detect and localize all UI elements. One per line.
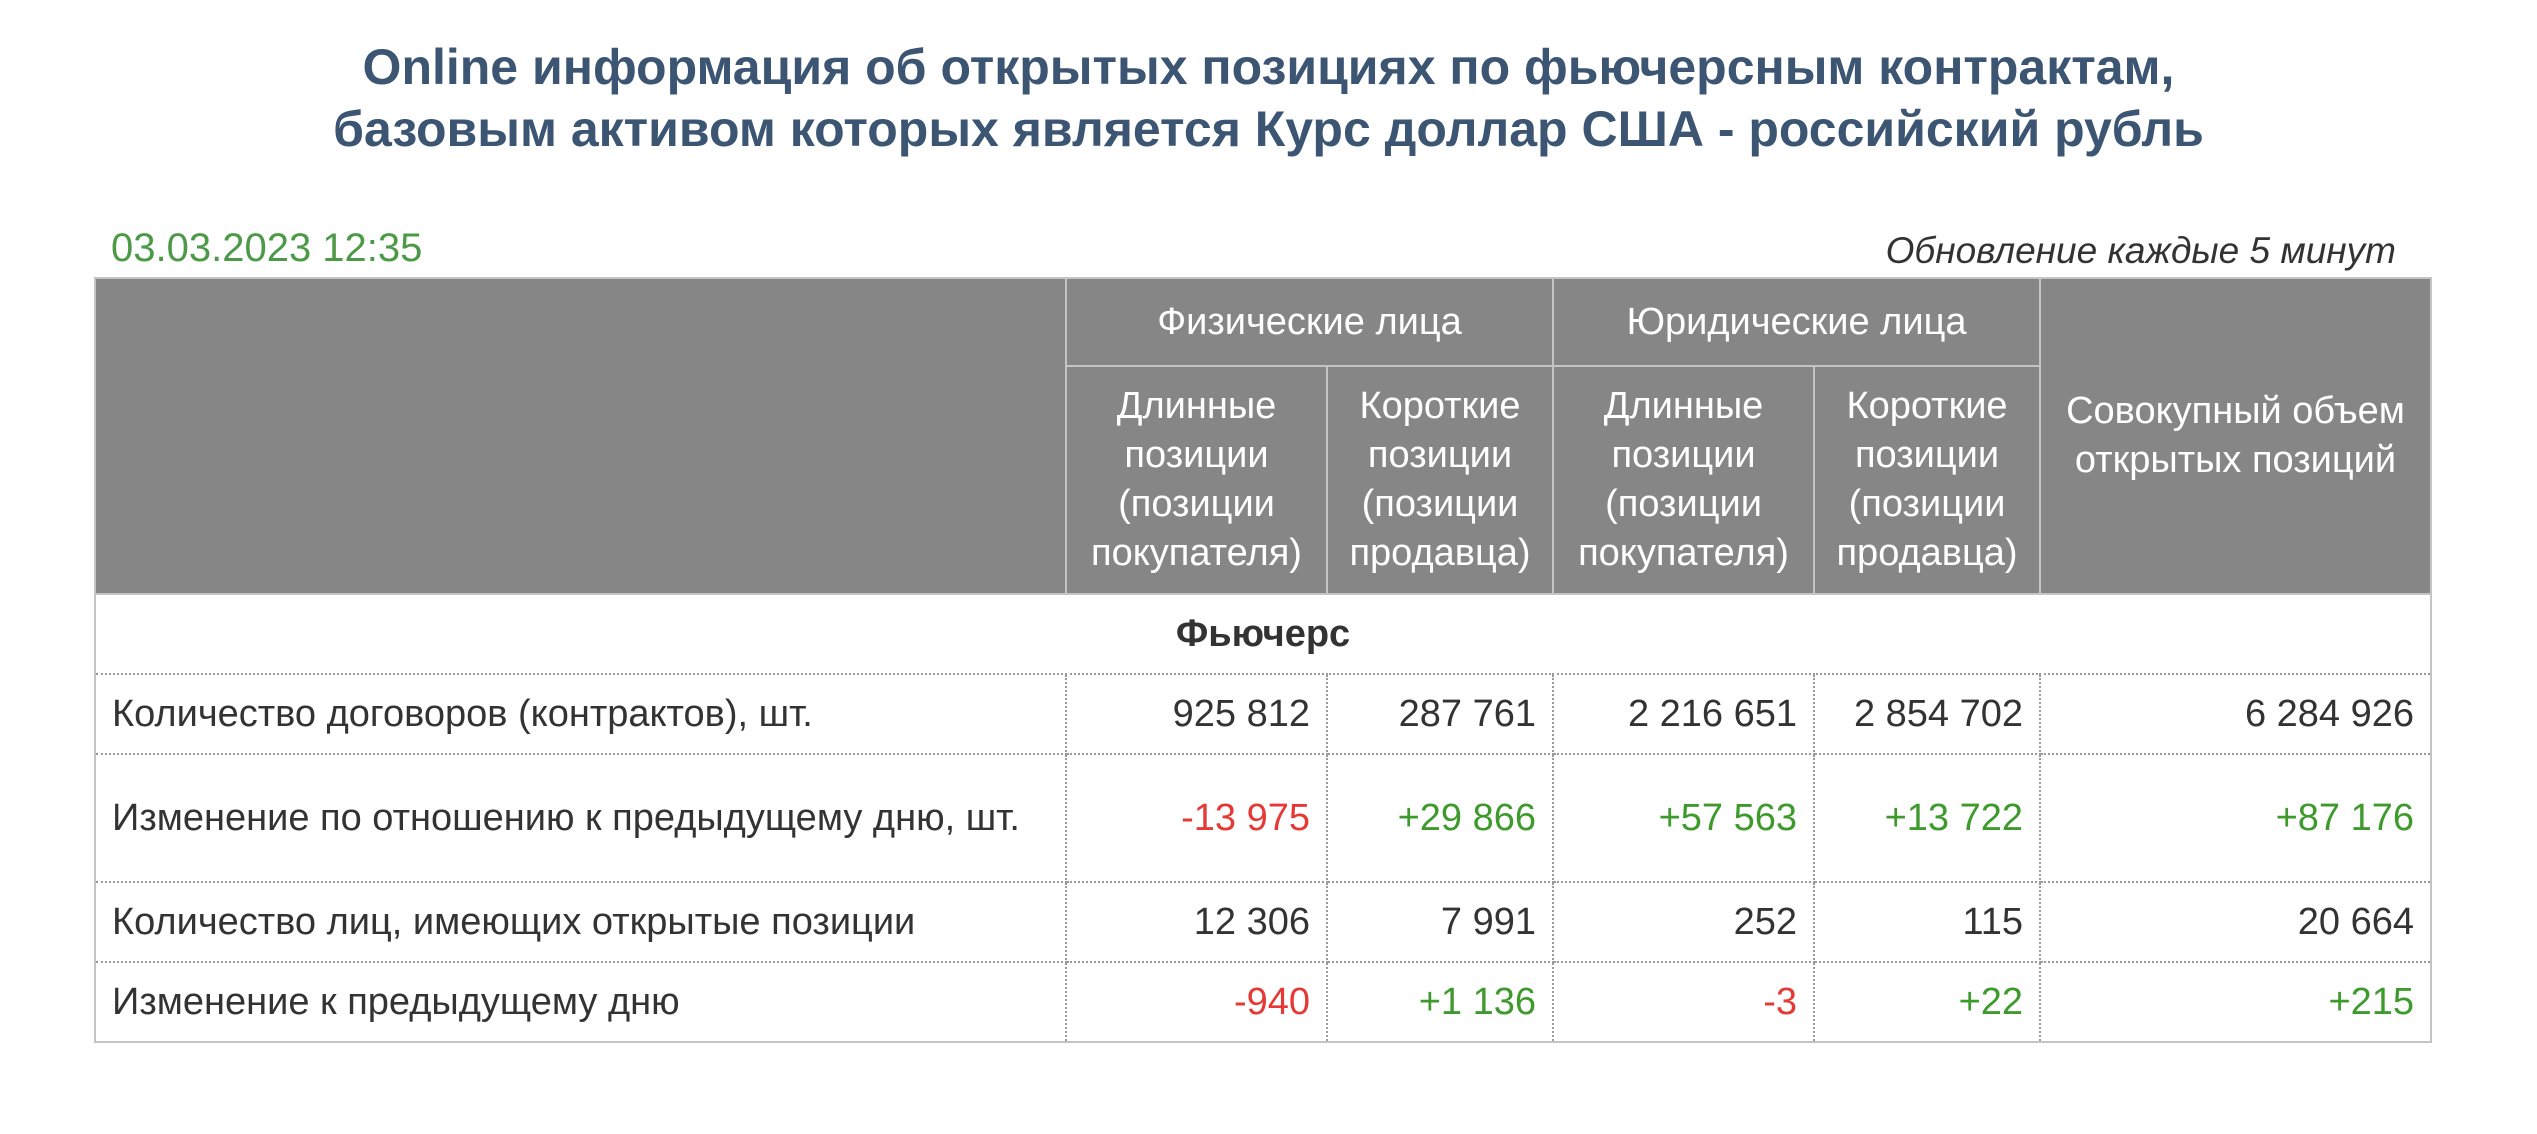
meta-row: 03.03.2023 12:35 Обновление каждые 5 мин… [111,220,2396,280]
table-header: Физические лица Юридические лица Совокуп… [94,277,2433,595]
cell-individuals-long: -940 [1065,962,1328,1043]
cell-individuals-short: +1 136 [1325,962,1555,1043]
cell-legal-short: +22 [1813,962,2042,1043]
header-legal-short: Короткие позиции (позиции продавца) [1813,365,2042,595]
cell-legal-short: 2 854 702 [1813,674,2042,755]
cell-total: +87 176 [2039,754,2433,883]
cell-individuals-short: +29 866 [1325,754,1555,883]
cell-individuals-long: 12 306 [1065,882,1328,963]
page-title-line-1: Online информация об открытых позициях п… [362,39,2175,95]
table-row: Изменение по отношению к предыдущему дню… [94,754,2433,883]
cell-total: 20 664 [2039,882,2433,963]
header-legal-long: Длинные позиции (позиции покупателя) [1552,365,1816,595]
header-legal-entities: Юридические лица [1552,277,2042,367]
cell-legal-short: 115 [1813,882,2042,963]
cell-legal-short: +13 722 [1813,754,2042,883]
cell-individuals-long: -13 975 [1065,754,1328,883]
table-row: Количество договоров (контрактов), шт. 9… [94,674,2433,755]
header-individuals: Физические лица [1064,277,1555,367]
page-title-line-2: базовым активом которых является Курс до… [333,101,2204,157]
cell-total: +215 [2039,962,2433,1043]
cell-legal-long: 252 [1552,882,1816,963]
cell-total: 6 284 926 [2039,674,2433,755]
table-row: Изменение к предыдущему дню -940 +1 136 … [94,962,2433,1043]
section-heading-futures: Фьючерс [93,594,2433,675]
row-label: Количество лиц, имеющих открытые позиции [94,882,1067,963]
cell-individuals-short: 7 991 [1325,882,1555,963]
timestamp: 03.03.2023 12:35 [111,226,423,270]
header-individuals-long: Длинные позиции (позиции покупателя) [1065,365,1328,595]
header-total-open-interest: Совокупный объем открытых позиций [2039,277,2433,595]
row-label: Изменение к предыдущему дню [94,962,1067,1043]
header-individuals-short: Короткие позиции (позиции продавца) [1325,365,1555,595]
cell-individuals-short: 287 761 [1325,674,1555,755]
row-label: Изменение по отношению к предыдущему дню… [94,754,1067,883]
cell-individuals-long: 925 812 [1065,674,1328,755]
header-empty-cell [94,277,1067,595]
table-row: Количество лиц, имеющих открытые позиции… [94,882,2433,963]
page-title: Online информация об открытых позициях п… [0,36,2537,160]
open-positions-table: Физические лица Юридические лица Совокуп… [93,277,2433,1043]
row-label: Количество договоров (контрактов), шт. [94,674,1067,755]
cell-legal-long: +57 563 [1552,754,1816,883]
cell-legal-long: 2 216 651 [1552,674,1816,755]
cell-legal-long: -3 [1552,962,1816,1043]
update-note: Обновление каждые 5 минут [1885,230,2396,271]
table-body: Фьючерс Количество договоров (контрактов… [93,594,2433,1043]
